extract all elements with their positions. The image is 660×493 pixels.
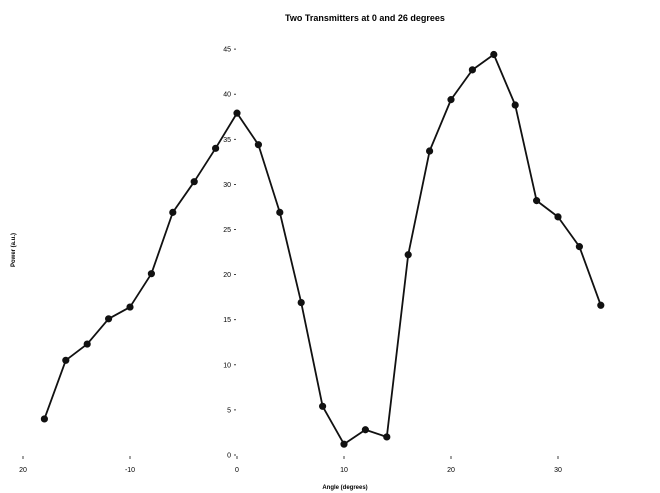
data-point <box>212 144 220 152</box>
data-point <box>105 315 113 323</box>
data-point <box>126 303 134 311</box>
data-point <box>361 426 369 434</box>
x-tick-label: 0 <box>235 467 239 474</box>
data-point <box>340 440 348 448</box>
data-point <box>169 208 177 216</box>
data-point <box>62 356 70 364</box>
x-tick-label: 30 <box>554 467 562 474</box>
x-tick-label: 20 <box>447 467 455 474</box>
data-point <box>190 178 198 186</box>
data-point <box>297 298 305 307</box>
data-points <box>40 50 605 448</box>
data-point <box>447 96 455 104</box>
y-tick-label: 15 <box>223 317 231 324</box>
y-tick-label: 20 <box>223 272 231 279</box>
data-point <box>83 340 91 348</box>
data-point <box>40 415 49 423</box>
y-tick-label: 35 <box>223 137 231 144</box>
y-tick-label: 10 <box>223 362 231 369</box>
y-tick-label: 40 <box>223 92 231 99</box>
data-point <box>554 213 562 221</box>
y-axis-ticks: 0 5 10 15 20 25 30 35 40 45 <box>223 47 236 460</box>
y-tick-label: 5 <box>227 407 231 414</box>
y-tick-label: 30 <box>223 182 231 189</box>
y-tick-label: 0 <box>227 453 231 460</box>
x-axis-label: Angle (degrees) <box>322 485 367 491</box>
y-axis-label: Power (a.u.) <box>11 233 17 267</box>
y-tick-label: 45 <box>223 47 231 54</box>
data-point <box>276 208 284 216</box>
data-point <box>425 147 434 155</box>
data-point <box>318 402 327 410</box>
data-point <box>404 251 412 259</box>
y-tick-label: 25 <box>223 227 231 234</box>
x-tick-label: 10 <box>340 467 348 474</box>
data-point <box>233 109 241 117</box>
data-point <box>532 197 541 205</box>
power-series-line <box>43 53 602 446</box>
x-tick-label: -10 <box>125 467 135 474</box>
chart-title: Two Transmitters at 0 and 26 degrees <box>285 13 445 23</box>
data-point <box>490 50 498 59</box>
data-point <box>254 141 262 149</box>
data-point <box>468 66 476 74</box>
x-tick-label: 20 <box>19 467 27 474</box>
data-point <box>575 243 584 251</box>
data-point <box>597 301 605 309</box>
data-point <box>147 270 155 278</box>
data-point <box>383 433 391 441</box>
x-axis-ticks: 20-1001020304 <box>19 456 562 474</box>
data-point <box>511 101 519 109</box>
